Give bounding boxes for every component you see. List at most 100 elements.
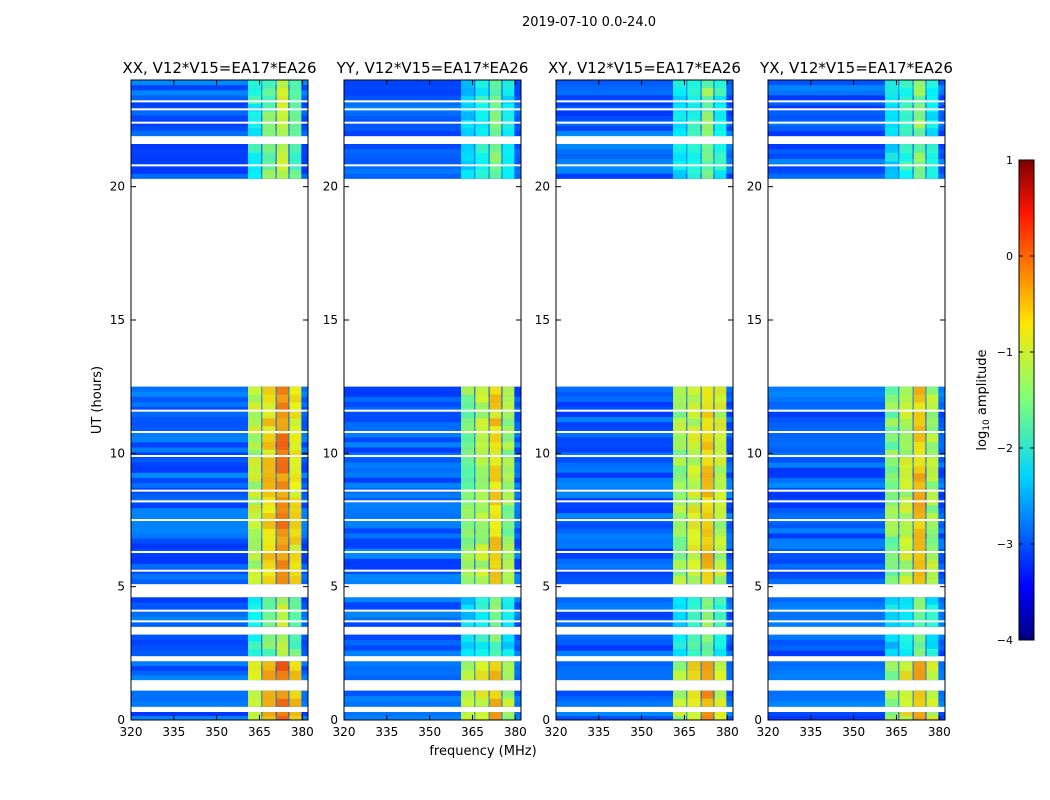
flagged-line [556, 164, 733, 167]
rfi-cell [899, 512, 913, 522]
rfi-cell [276, 712, 289, 717]
rfi-cell [489, 597, 502, 605]
rfi-cell [687, 402, 701, 411]
flagged-line [556, 108, 733, 111]
rfi-cell [687, 641, 701, 650]
rfi-cell [913, 410, 926, 419]
rfi-cell [899, 576, 913, 585]
rfi-cell [461, 661, 475, 671]
rfi-cell [701, 80, 714, 89]
rfi-cell [714, 612, 727, 620]
y-tick-label: 20 [535, 180, 550, 194]
panel-frame [343, 79, 522, 721]
rfi-cell [701, 441, 714, 451]
noise-stripe [344, 391, 521, 398]
rfi-cell [475, 410, 489, 419]
rfi-cell [714, 402, 727, 411]
noise-stripe [131, 602, 308, 608]
rfi-cell [673, 441, 687, 451]
rfi-cell [289, 402, 302, 411]
rfi-cell [276, 661, 289, 671]
noise-stripe [556, 417, 733, 423]
noise-stripe [344, 100, 521, 106]
noise-stripe [344, 173, 521, 179]
noise-stripe [556, 472, 733, 479]
noise-stripe [768, 716, 945, 721]
noise-stripe [768, 110, 945, 116]
noise-stripe [768, 411, 945, 418]
rfi-cell [289, 120, 302, 129]
rfi-cell [262, 648, 276, 657]
rfi-cell [714, 473, 727, 482]
noise-stripe [768, 558, 945, 565]
colorbar-gradient [1018, 159, 1035, 641]
noise-stripe [131, 533, 308, 539]
noise-stripe [344, 650, 521, 657]
rfi-cell [276, 520, 289, 530]
rfi-cell [899, 648, 913, 657]
rfi-cell [502, 712, 515, 717]
rfi-cell [913, 434, 926, 443]
rfi-cell [489, 489, 502, 498]
y-tick-label: 5 [117, 580, 125, 594]
rfi-cell [913, 402, 926, 411]
y-tick-label: 15 [323, 313, 338, 327]
rfi-cell [913, 648, 926, 657]
rfi-cell [899, 410, 913, 419]
rfi-cell [714, 661, 727, 671]
rfi-cell [714, 544, 727, 553]
noise-stripe [556, 538, 733, 544]
rfi-cell [899, 505, 913, 514]
rfi-cell [687, 144, 701, 153]
noise-stripe [131, 538, 308, 544]
rfi-cell [248, 481, 262, 490]
rfi-cell [248, 386, 262, 395]
y-tick-label: 0 [754, 713, 762, 727]
rfi-cell [289, 457, 302, 466]
rfi-cell [687, 648, 701, 657]
flagged-line [131, 519, 308, 521]
noise-stripe [131, 447, 308, 453]
flagged-line [768, 121, 945, 124]
rfi-cell [289, 386, 302, 395]
rfi-cell [714, 690, 727, 699]
rfi-cell [687, 152, 701, 162]
x-tick-label: 350 [205, 725, 228, 739]
rfi-cell [276, 112, 289, 121]
rfi-cell [262, 552, 276, 561]
flagged-line [556, 500, 733, 503]
noise-stripe [344, 573, 521, 580]
rfi-cell [926, 473, 939, 482]
rfi-cell [701, 112, 714, 121]
rfi-cell [502, 144, 515, 153]
rfi-cell [475, 604, 489, 613]
rfi-cell [885, 88, 899, 97]
noise-stripe [344, 125, 521, 132]
noise-stripe [768, 528, 945, 534]
noise-stripe [556, 563, 733, 570]
noise-stripe [344, 95, 521, 101]
rfi-cell [475, 536, 489, 545]
noise-stripe [556, 661, 733, 667]
rfi-cell [885, 661, 899, 671]
rfi-cell [248, 661, 262, 671]
noise-stripe [131, 457, 308, 463]
rfi-cell [262, 512, 276, 522]
noise-stripe [556, 447, 733, 453]
rfi-cell [262, 449, 276, 459]
flagged-line [344, 519, 521, 521]
rfi-cell [289, 528, 302, 537]
noise-stripe [768, 675, 945, 681]
rfi-cell [502, 661, 515, 671]
noise-stripe [768, 90, 945, 96]
rfi-cell [885, 489, 899, 498]
rfi-cell [262, 120, 276, 129]
rfi-cell [289, 489, 302, 498]
rfi-cell [502, 520, 515, 530]
rfi-cell [248, 489, 262, 498]
rfi-cell [262, 505, 276, 514]
noise-stripe [344, 467, 521, 473]
rfi-cell [475, 418, 489, 427]
rfi-cell [899, 441, 913, 451]
rfi-cell [461, 449, 475, 459]
